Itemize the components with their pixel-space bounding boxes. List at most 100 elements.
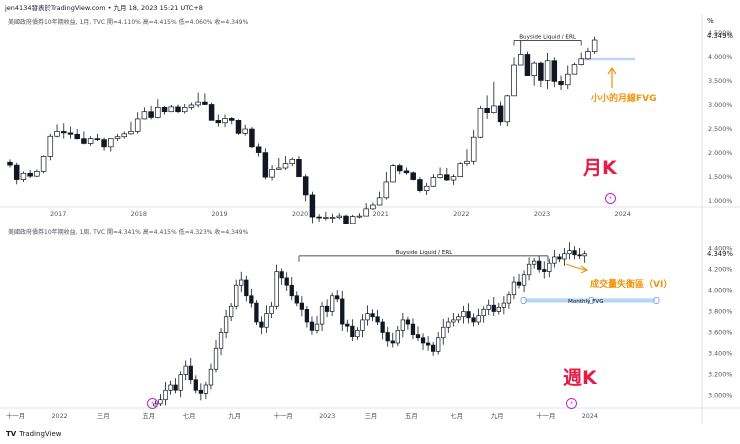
vi-arrow [565,263,587,271]
candle [269,169,275,178]
candle [466,311,471,319]
candle [249,128,255,148]
weekly-chart[interactable]: Monthly FVG Buyside Liquid / ERL 4.400% 4.2… [0,224,740,424]
candle [511,64,517,97]
candle [497,105,504,123]
candle [335,295,340,300]
candle [446,321,451,328]
tradingview-logo: TV TradingView [6,430,62,438]
candle [552,256,557,264]
time-tick-label: 2023 [319,412,335,420]
price-tick-label: 4.400% [708,245,732,253]
candle [188,365,193,381]
time-tick-label: 2024 [582,412,598,420]
last-price-badge: 4.349% [707,250,733,258]
time-tick-label: 五月 [405,412,418,420]
fvg-handle-mid[interactable] [588,296,595,304]
candle [400,319,405,331]
candle [542,269,547,272]
candle [148,111,154,118]
candle [168,384,173,391]
monthly-fvg-zone [581,57,635,61]
tradingview-logo-mark: TV [6,430,17,438]
candle [67,132,74,135]
candle [244,279,249,297]
time-tick-label: 2024 [615,210,631,218]
candle [470,136,477,162]
candle [309,194,316,218]
candle [537,260,542,270]
candle [215,120,222,124]
last-price-badge: 4.349% [707,32,733,40]
candle [20,172,27,180]
candle [94,138,101,140]
candle [249,295,254,304]
candle [526,263,532,276]
price-tick-label: 4.500% [708,29,732,37]
candle [516,281,522,286]
candle [101,139,107,148]
fvg-handle-right[interactable] [653,296,660,304]
candle [282,163,289,169]
candle [501,302,506,308]
monthly-lightning-icon[interactable]: ⚡ [605,193,616,204]
candle [350,325,355,338]
candle [279,271,284,279]
candle [491,304,496,312]
time-tick-label: 2020 [292,210,308,218]
weekly-lightning-icon[interactable]: ⚡ [566,398,577,409]
candle [431,344,436,352]
candle [61,131,67,134]
candle [524,54,531,76]
candle [360,319,365,331]
candle [591,39,598,52]
fvg-handle-left[interactable] [520,296,527,304]
candle [491,105,497,114]
candle [511,281,517,296]
time-tick-label: 三月 [365,412,378,420]
candle [565,73,571,86]
candle [181,107,188,113]
candle [289,158,295,165]
weekly-event-left-icon[interactable]: ⚡ [147,398,158,409]
candle [324,305,330,312]
candle [349,216,356,224]
monthly-pane[interactable]: 美國政府債券10年期收益, 1月, TVC 開=4.110% 高=4.415% … [0,14,740,224]
price-tick-label: 2.000% [708,149,732,157]
candle [363,208,369,217]
candle [223,316,229,333]
time-tick-label: 七月 [183,411,196,420]
price-tick-label: 4.000% [708,53,732,61]
buyside-liquidity-label: Buyside Liquid / ERL [396,250,454,256]
candle [40,156,47,172]
weekly-vi-note: 成交量失衡區（VI） [590,280,673,290]
candle [158,399,163,405]
time-tick-label: 七月 [450,411,463,420]
candle [370,204,376,210]
candle [571,64,578,75]
fvg-arrow-head [607,66,617,75]
time-tick-label: 十一月 [6,411,25,420]
candle [229,118,235,121]
candle [547,262,552,272]
candle [276,167,282,170]
candle [188,104,195,108]
candle [345,323,350,327]
candle [229,305,234,318]
weekly-pane[interactable]: 美國政府債券10年期收益, 1周, TVC 開=4.341% 高=4.415% … [0,224,740,424]
monthly-chart[interactable]: Buyside Liquid / ERL 4.500% 4.000% 3.500% 3.… [0,14,740,224]
candle [7,161,13,166]
candle [531,260,537,265]
candle [195,101,201,106]
candle [578,58,584,65]
candle [355,330,360,338]
time-tick-label: 十一月 [274,411,293,420]
candle [436,337,441,352]
candle [27,172,33,177]
candle [208,104,215,121]
price-tick-label: 1.000% [708,197,732,205]
candle [108,138,114,148]
candle [557,256,562,260]
candle [81,138,87,144]
candle [551,60,558,82]
